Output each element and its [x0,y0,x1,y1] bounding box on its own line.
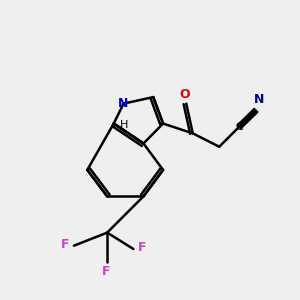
Text: C: C [235,122,243,132]
Text: O: O [179,88,190,101]
Text: N: N [118,97,129,110]
Text: F: F [61,238,70,251]
Text: N: N [254,93,264,106]
Text: F: F [101,265,110,278]
Text: F: F [138,241,146,254]
Text: H: H [120,120,128,130]
